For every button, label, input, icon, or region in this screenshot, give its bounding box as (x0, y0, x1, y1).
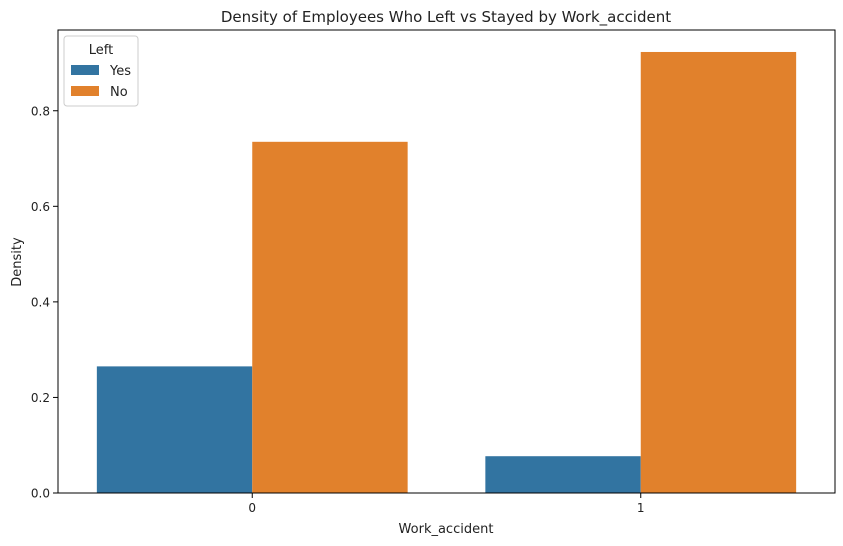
legend-title: Left (89, 43, 113, 58)
bar-no-1 (640, 51, 797, 493)
y-axis-label: Density (10, 237, 25, 287)
legend-swatch-no (71, 86, 99, 96)
bar-no-0 (252, 141, 408, 493)
y-tick-label: 0.6 (31, 200, 50, 214)
legend: Left Yes No (63, 35, 139, 107)
y-tick-label: 0.4 (31, 295, 50, 309)
x-axis-label: Work_accident (399, 522, 494, 537)
bars-layer (96, 51, 797, 493)
y-axis: 0.0 0.2 0.4 0.6 0.8 (31, 104, 58, 501)
legend-label-no: No (110, 85, 128, 100)
y-tick-label: 0.2 (31, 391, 50, 405)
x-tick-label: 1 (637, 501, 645, 515)
y-tick-label: 0.8 (31, 104, 50, 118)
legend-swatch-yes (71, 65, 99, 75)
chart-title: Density of Employees Who Left vs Stayed … (221, 8, 671, 27)
plot-frame (57, 29, 836, 494)
x-tick-label: 0 (248, 501, 256, 515)
legend-label-yes: Yes (109, 64, 131, 79)
bar-yes-0 (96, 366, 253, 493)
bar-yes-1 (485, 456, 641, 493)
y-tick-label: 0.0 (31, 487, 50, 501)
